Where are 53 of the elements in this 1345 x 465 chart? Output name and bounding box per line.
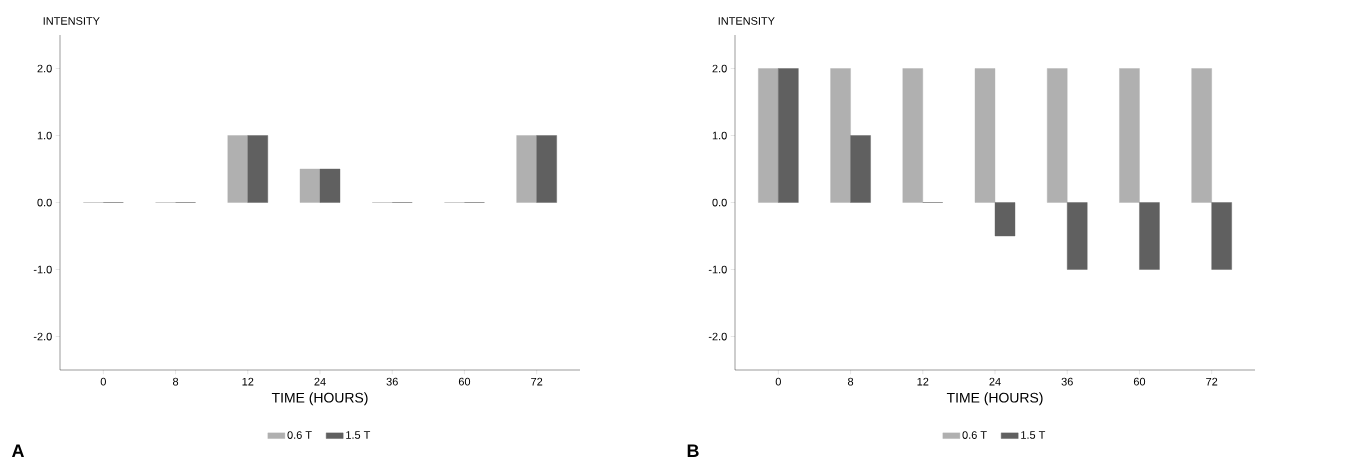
y-tick-label: 1.0 [712, 131, 727, 140]
x-axis-title: TIME (HOURS) [946, 392, 1043, 406]
legend-label: 0.6 T [962, 431, 987, 439]
bar [319, 168, 341, 203]
x-tick-label: 8 [172, 377, 179, 386]
x-tick-label: 12 [917, 377, 929, 386]
x-tick-label: 60 [1133, 377, 1146, 386]
x-tick-label: 24 [989, 377, 1001, 386]
bar [758, 68, 779, 203]
y-tick-label: -1.0 [33, 265, 52, 274]
x-tick-label: 24 [314, 377, 326, 386]
bar [902, 68, 923, 203]
text: B [687, 444, 699, 457]
bar [1047, 68, 1068, 203]
bar [830, 68, 851, 203]
y-tick-label: 0.0 [37, 198, 52, 207]
x-tick-label: 72 [1206, 377, 1218, 386]
y-tick-label: 2.0 [37, 64, 52, 73]
legend-label: 1.5 T [1021, 431, 1046, 439]
x-tick-label: 36 [1061, 377, 1073, 386]
bar [227, 135, 248, 203]
bar [974, 68, 996, 203]
x-tick-label: 60 [458, 377, 471, 386]
y-axis-title: INTENSITY [43, 17, 100, 25]
bar [299, 168, 321, 203]
x-tick-label: 0 [100, 377, 106, 386]
bar [1211, 202, 1232, 270]
legend-label: 1.5 T [346, 431, 371, 439]
x-tick-label: 0 [775, 377, 781, 386]
y-tick-label: -1.0 [708, 265, 727, 274]
x-axis-title: TIME (HOURS) [271, 392, 368, 406]
x-tick-label: 72 [531, 377, 543, 386]
y-tick-label: -2.0 [708, 332, 727, 341]
bar [1139, 202, 1160, 270]
bar [1119, 68, 1140, 203]
y-tick-label: 2.0 [712, 64, 727, 73]
y-tick-label: 0.0 [712, 198, 727, 207]
bar [1067, 202, 1088, 270]
x-tick-label: 12 [242, 377, 254, 386]
y-axis-title: INTENSITY [718, 17, 775, 25]
text: A [11, 444, 24, 457]
x-tick-label: 8 [847, 377, 854, 386]
bar [516, 135, 537, 203]
bar [247, 135, 268, 203]
bar [1191, 68, 1212, 203]
bar [850, 135, 871, 203]
x-tick-label: 36 [386, 377, 398, 386]
legend-label: 0.6 T [287, 431, 312, 439]
bar [778, 68, 799, 203]
bar [536, 135, 557, 203]
y-tick-label: -2.0 [33, 332, 52, 341]
bar [994, 202, 1016, 237]
y-tick-label: 1.0 [37, 131, 52, 140]
